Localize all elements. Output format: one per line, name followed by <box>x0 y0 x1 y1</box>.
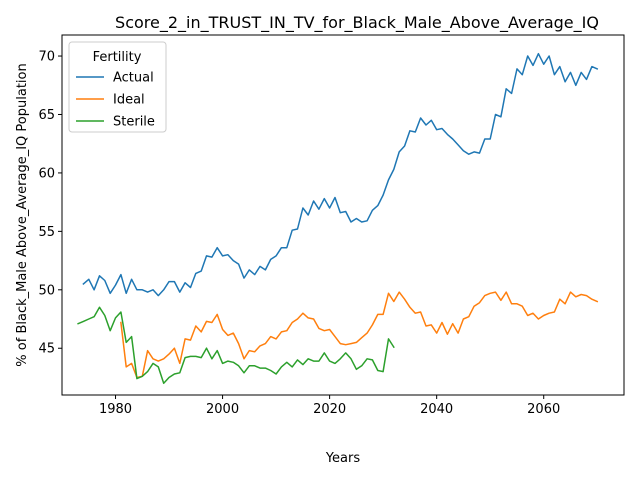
y-tick-label: 70 <box>38 50 55 65</box>
series-line-ideal <box>120 291 599 379</box>
legend-label-actual: Actual <box>113 71 154 86</box>
legend-label-sterile: Sterile <box>113 115 155 130</box>
legend-entries: Actual Ideal Sterile <box>76 71 155 130</box>
y-tick-label: 65 <box>38 108 55 123</box>
x-axis-label: Years <box>325 451 361 466</box>
plot-frame <box>61 34 625 396</box>
x-tick-label: 2020 <box>313 402 346 417</box>
y-axis-label: % of Black_Male Above_Average_IQ Populat… <box>15 63 30 366</box>
chart-title: Score_2_in_TRUST_IN_TV_for_Black_Male_Ab… <box>115 13 599 33</box>
y-axis: 45 50 55 60 65 70 <box>38 50 62 357</box>
legend-title: Fertility <box>93 50 142 65</box>
x-axis: 1980 2000 2020 2040 2060 <box>99 395 560 417</box>
legend: Fertility Actual Ideal Sterile <box>68 41 167 133</box>
plot-area <box>61 34 625 396</box>
series-layer <box>77 52 599 385</box>
y-tick-label: 50 <box>38 283 55 298</box>
legend-box <box>68 41 167 133</box>
x-tick-label: 2060 <box>527 402 560 417</box>
y-tick-label: 45 <box>38 342 55 357</box>
y-tick-label: 55 <box>38 225 55 240</box>
legend-label-ideal: Ideal <box>113 93 145 108</box>
series-line-sterile <box>77 306 395 385</box>
x-tick-label: 1980 <box>99 402 132 417</box>
series-line-actual <box>82 52 599 297</box>
x-tick-label: 2000 <box>206 402 239 417</box>
y-tick-label: 60 <box>38 166 55 181</box>
x-tick-label: 2040 <box>420 402 453 417</box>
